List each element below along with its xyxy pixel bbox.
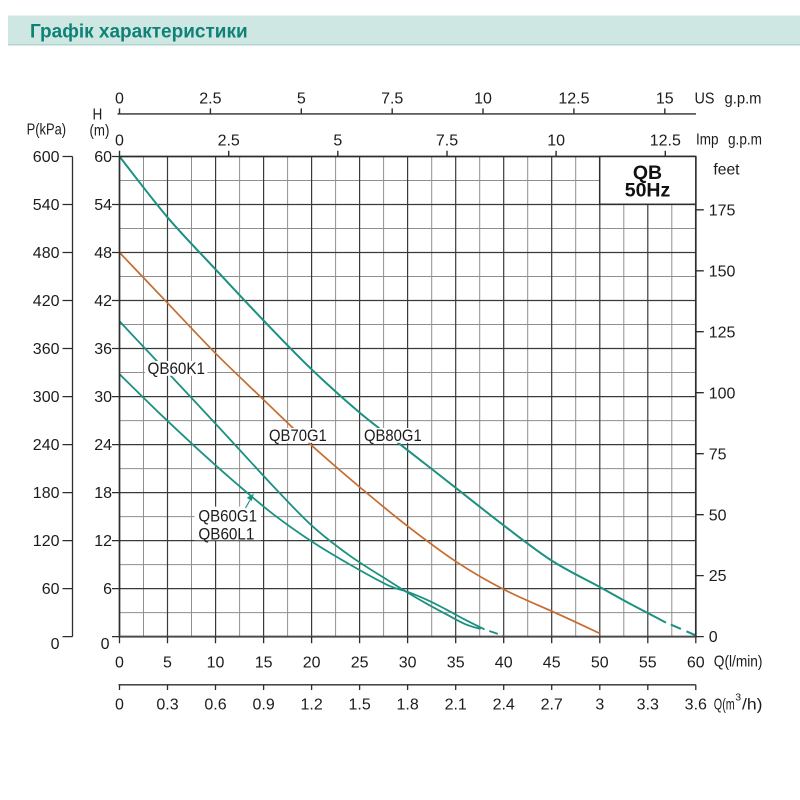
svg-text:/h): /h) [742,697,763,714]
svg-text:5: 5 [163,655,172,672]
svg-text:2.4: 2.4 [493,697,515,714]
svg-text:42: 42 [94,293,112,310]
svg-text:1.5: 1.5 [348,697,370,714]
svg-text:100: 100 [709,385,736,402]
svg-text:1.8: 1.8 [396,697,418,714]
svg-text:480: 480 [33,245,60,262]
svg-text:QB60G1: QB60G1 [198,507,257,525]
svg-text:6: 6 [103,581,112,598]
svg-text:3: 3 [595,697,604,714]
svg-text:2.7: 2.7 [541,697,563,714]
svg-text:18: 18 [94,485,112,502]
svg-text:QB80G1: QB80G1 [364,427,422,445]
svg-text:40: 40 [495,655,513,672]
svg-text:60: 60 [94,149,112,166]
svg-text:12.5: 12.5 [558,91,589,108]
svg-text:10: 10 [474,91,492,108]
svg-text:7.5: 7.5 [436,133,458,150]
svg-text:QB60K1: QB60K1 [148,360,206,378]
svg-text:0: 0 [709,629,718,646]
svg-text:150: 150 [709,263,736,280]
svg-text:600: 600 [33,149,60,166]
svg-text:g.p.m: g.p.m [728,132,762,149]
svg-text:2.5: 2.5 [218,133,240,150]
svg-text:240: 240 [33,437,60,454]
svg-text:5: 5 [297,91,306,108]
svg-text:50Hz: 50Hz [625,180,671,202]
svg-text:12.5: 12.5 [650,133,681,150]
svg-text:0: 0 [115,697,124,714]
svg-text:55: 55 [639,655,657,672]
svg-text:QB70G1: QB70G1 [269,427,327,445]
svg-text:0: 0 [115,133,124,150]
svg-text:7.5: 7.5 [381,91,403,108]
svg-text:25: 25 [351,655,369,672]
svg-text:75: 75 [709,446,727,463]
svg-text:3.3: 3.3 [637,697,659,714]
svg-text:2.5: 2.5 [199,91,221,108]
svg-text:US: US [695,91,715,108]
svg-text:24: 24 [94,437,112,454]
svg-text:50: 50 [591,655,609,672]
svg-text:54: 54 [94,197,112,214]
svg-text:12: 12 [94,533,112,550]
svg-text:125: 125 [709,324,736,341]
svg-text:36: 36 [94,341,112,358]
svg-text:0.3: 0.3 [156,697,178,714]
svg-text:15: 15 [255,655,273,672]
svg-text:15: 15 [656,91,674,108]
svg-text:48: 48 [94,245,112,262]
svg-text:35: 35 [447,655,465,672]
svg-text:0.9: 0.9 [252,697,274,714]
svg-text:45: 45 [543,655,561,672]
svg-text:QB60L1: QB60L1 [198,526,254,544]
svg-text:120: 120 [33,533,60,550]
svg-text:175: 175 [709,202,736,219]
svg-text:10: 10 [547,133,565,150]
svg-text:420: 420 [33,293,60,310]
svg-text:60: 60 [687,655,705,672]
svg-text:Imp: Imp [696,132,719,149]
svg-text:Q(l/min): Q(l/min) [714,654,763,671]
svg-text:2.1: 2.1 [445,697,467,714]
svg-text:3: 3 [735,692,741,704]
svg-text:0.6: 0.6 [204,697,226,714]
svg-text:300: 300 [33,389,60,406]
svg-text:30: 30 [94,389,112,406]
svg-text:30: 30 [399,655,417,672]
svg-text:3.6: 3.6 [685,697,707,714]
svg-text:P(kPa): P(kPa) [27,122,67,139]
svg-text:H: H [93,107,103,124]
svg-text:180: 180 [33,485,60,502]
svg-text:g.p.m: g.p.m [725,91,762,108]
svg-text:0: 0 [115,655,124,672]
svg-text:0: 0 [51,636,60,653]
svg-text:50: 50 [709,507,727,524]
svg-text:360: 360 [33,341,60,358]
svg-text:60: 60 [42,581,60,598]
svg-text:5: 5 [333,133,342,150]
svg-text:10: 10 [207,655,225,672]
svg-text:feet: feet [713,162,740,179]
svg-text:(m): (m) [90,123,110,140]
svg-text:0: 0 [101,636,110,653]
svg-text:540: 540 [33,197,60,214]
svg-text:Q(m: Q(m [714,697,735,714]
svg-text:20: 20 [303,655,321,672]
svg-text:25: 25 [709,568,727,585]
svg-text:QB: QB [633,162,662,184]
svg-text:0: 0 [115,91,124,108]
svg-text:Графік характеристики: Графік характеристики [30,22,248,43]
svg-text:1.2: 1.2 [300,697,322,714]
